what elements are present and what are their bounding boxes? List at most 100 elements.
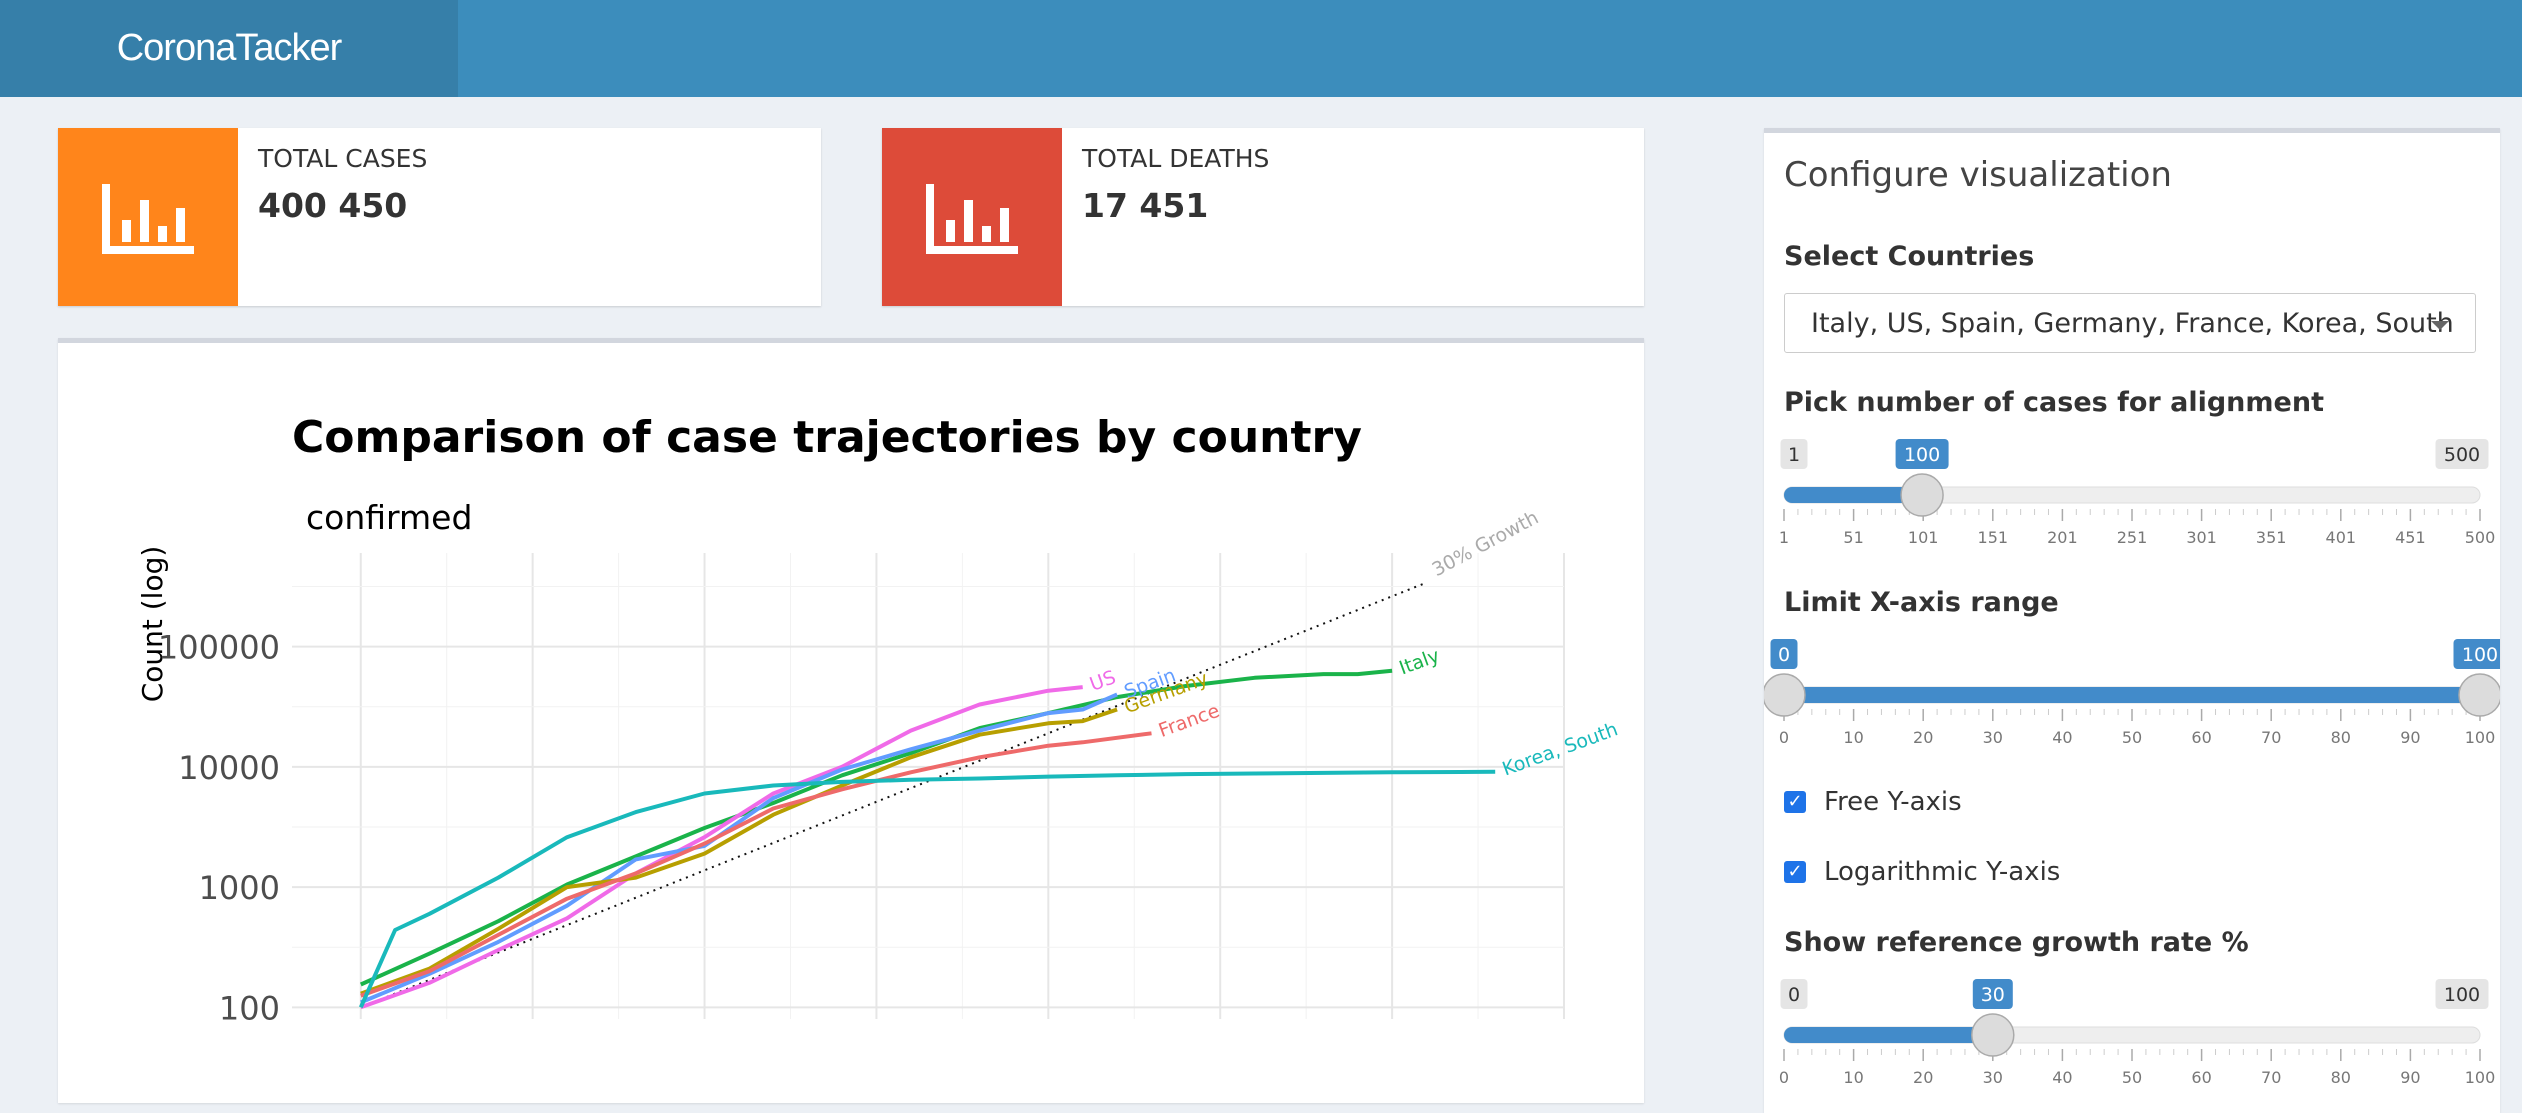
slider-max-label-badge bbox=[2435, 979, 2489, 1009]
slider-value-label-badge bbox=[2453, 639, 2500, 669]
y-axis-label: Count (log) bbox=[136, 546, 169, 703]
app-logo[interactable]: CoronaTacker bbox=[0, 0, 458, 97]
y-tick-label: 10000 bbox=[178, 749, 280, 787]
total-cases-label: TOTAL CASES bbox=[258, 144, 428, 173]
slider-track-svg[interactable]: 0 10 20 30 40 50 60 70 80 90 100 0 100 bbox=[1764, 627, 2500, 757]
slider-tick-label: 40 bbox=[2052, 1068, 2072, 1087]
series-label: US bbox=[1087, 666, 1119, 696]
series-label: Italy bbox=[1396, 645, 1442, 680]
bar-chart-icon bbox=[882, 128, 1062, 306]
countries-select[interactable]: Italy, US, Spain, Germany, France, Korea… bbox=[1784, 293, 2476, 353]
slider-tick-label: 0 bbox=[1779, 1068, 1789, 1087]
free-y-label: Free Y-axis bbox=[1824, 787, 1962, 817]
chart-subtitle: confirmed bbox=[306, 498, 472, 537]
series-label: France bbox=[1156, 700, 1223, 742]
slider-value-label: 100 bbox=[1904, 444, 1940, 466]
total-deaths-box: TOTAL DEATHS 17 451 bbox=[882, 128, 1644, 306]
xrange-label: Limit X-axis range bbox=[1784, 587, 2059, 618]
slider-tick-label: 20 bbox=[1913, 1068, 1933, 1087]
y-tick-label: 100 bbox=[219, 989, 280, 1027]
slider-value-label-badge bbox=[1972, 979, 2013, 1009]
series-line-us bbox=[360, 685, 1083, 1010]
total-cases-value: 400 450 bbox=[258, 186, 408, 225]
reference-growth-label: 30% Growth bbox=[1429, 507, 1543, 581]
bar-chart-icon bbox=[58, 128, 238, 306]
slider-tick-label: 401 bbox=[2326, 528, 2357, 547]
slider-tick-label: 70 bbox=[2261, 1068, 2281, 1087]
series-line-korea-south bbox=[358, 769, 1496, 1009]
slider-tick-label: 500 bbox=[2465, 528, 2496, 547]
slider-handle[interactable] bbox=[1900, 473, 1944, 517]
slider-tick-label: 51 bbox=[1843, 528, 1863, 547]
slider-track-svg[interactable]: 0 100 0 10 20 30 40 50 60 70 80 90 100 30 bbox=[1764, 967, 2500, 1097]
total-deaths-value: 17 451 bbox=[1082, 186, 1209, 225]
growth-label: Show reference growth rate % bbox=[1784, 927, 2249, 958]
slider-min-label: 0 bbox=[1788, 984, 1800, 1006]
countries-label: Select Countries bbox=[1784, 241, 2035, 272]
checkmark-icon[interactable]: ✓ bbox=[1784, 861, 1806, 883]
slider-tick-label: 80 bbox=[2331, 728, 2351, 747]
slider-tick-label: 20 bbox=[1913, 728, 1933, 747]
countries-select-value: Italy, US, Spain, Germany, France, Korea… bbox=[1811, 308, 2454, 339]
slider-handle[interactable] bbox=[1764, 673, 1806, 717]
chart-grid bbox=[292, 553, 1565, 1019]
slider-tick-label: 40 bbox=[2052, 728, 2072, 747]
y-tick-labels: 100 1000 10000 100000 bbox=[158, 629, 280, 1028]
slider-tick-label: 90 bbox=[2400, 1068, 2420, 1087]
series-line-spain bbox=[360, 692, 1118, 1005]
log-y-label: Logarithmic Y-axis bbox=[1824, 857, 2061, 887]
slider-tick-label: 101 bbox=[1908, 528, 1939, 547]
slider-tick-label: 1 bbox=[1779, 528, 1789, 547]
config-title: Configure visualization bbox=[1784, 155, 2172, 195]
y-tick-label: 100000 bbox=[158, 629, 280, 667]
slider-fill bbox=[1784, 487, 1923, 503]
series-label: Korea, South bbox=[1499, 718, 1620, 780]
slider-min-label: 1 bbox=[1788, 444, 1800, 466]
app-header: CoronaTacker bbox=[0, 0, 2522, 97]
slider-tick-label: 151 bbox=[1978, 528, 2009, 547]
total-deaths-icon-bg bbox=[882, 128, 1062, 306]
slider-tick-label: 251 bbox=[2117, 528, 2148, 547]
slider-tick-label: 10 bbox=[1843, 1068, 1863, 1087]
slider-value-label-badge bbox=[1770, 639, 1798, 669]
caret-down-icon bbox=[2431, 321, 2449, 330]
slider-min-label-badge bbox=[1780, 979, 1808, 1009]
chart-title: Comparison of case trajectories by count… bbox=[292, 412, 1362, 463]
slider-handle[interactable] bbox=[2458, 673, 2500, 717]
slider-tick-label: 451 bbox=[2395, 528, 2426, 547]
slider-fill bbox=[1784, 1027, 1993, 1043]
slider-value-label: 0 bbox=[1778, 644, 1790, 666]
total-deaths-label: TOTAL DEATHS bbox=[1082, 144, 1270, 173]
slider-tick-label: 201 bbox=[2047, 528, 2078, 547]
slider-tick-label: 30 bbox=[1983, 728, 2003, 747]
slider-tick-label: 70 bbox=[2261, 728, 2281, 747]
total-cases-box: TOTAL CASES 400 450 bbox=[58, 128, 821, 306]
slider-tick-label: 10 bbox=[1843, 728, 1863, 747]
slider-tick-label: 100 bbox=[2465, 1068, 2496, 1087]
trajectory-chart: Comparison of case trajectories by count… bbox=[136, 412, 1621, 1028]
slider-max-label: 500 bbox=[2444, 444, 2480, 466]
slider-tick-label: 100 bbox=[2465, 728, 2496, 747]
slider-tick-label: 50 bbox=[2122, 728, 2142, 747]
slider-min-label-badge bbox=[1780, 439, 1808, 469]
alignment-label: Pick number of cases for alignment bbox=[1784, 387, 2324, 418]
slider-tick-label: 0 bbox=[1779, 728, 1789, 747]
chart-panel: Comparison of case trajectories by count… bbox=[58, 338, 1644, 1103]
slider-tick-label: 80 bbox=[2331, 1068, 2351, 1087]
config-panel: Configure visualization Select Countries… bbox=[1764, 128, 2500, 1113]
slider-value-label-badge bbox=[1895, 439, 1949, 469]
slider-fill bbox=[1784, 687, 2480, 703]
series-line-germany bbox=[360, 707, 1118, 996]
checkmark-icon[interactable]: ✓ bbox=[1784, 791, 1806, 813]
slider-tick-label: 50 bbox=[2122, 1068, 2142, 1087]
slider-value-label: 30 bbox=[1981, 984, 2005, 1006]
series-line-france bbox=[360, 731, 1152, 998]
slider-handle[interactable] bbox=[1971, 1013, 2015, 1057]
slider-tick-label: 301 bbox=[2186, 528, 2217, 547]
slider-tick-label: 60 bbox=[2191, 728, 2211, 747]
slider-tick-label: 30 bbox=[1983, 1068, 2003, 1087]
slider-tick-label: 60 bbox=[2191, 1068, 2211, 1087]
slider-tick-label: 90 bbox=[2400, 728, 2420, 747]
